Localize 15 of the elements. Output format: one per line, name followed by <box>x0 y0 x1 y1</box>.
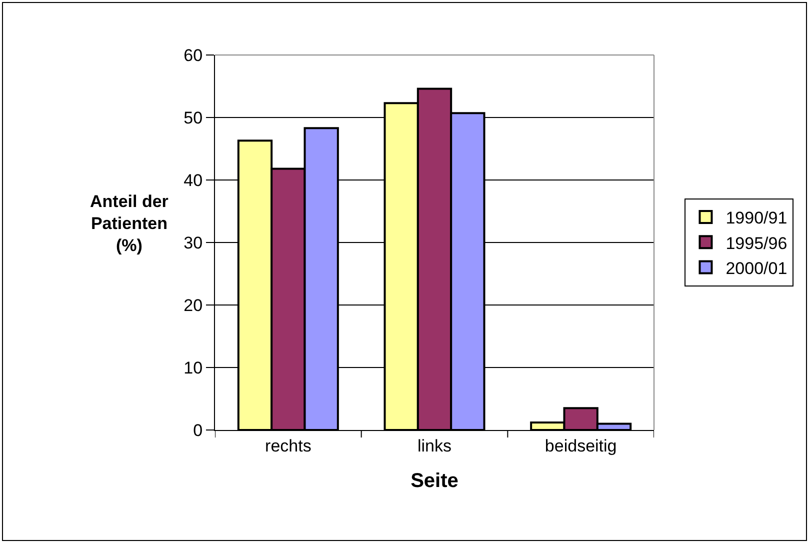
y-tick-label: 0 <box>193 420 203 440</box>
y-tick-label: 10 <box>184 358 203 378</box>
y-tick-label: 20 <box>184 296 203 315</box>
legend-label: 2000/01 <box>726 258 788 278</box>
y-tick-label: 40 <box>184 170 203 190</box>
legend-label: 1990/91 <box>726 208 788 228</box>
y-tick-label: 30 <box>184 233 203 252</box>
legend-label: 1995/96 <box>726 234 788 253</box>
x-tick-label: beidseitig <box>544 436 617 456</box>
x-tick-label: links <box>417 436 452 456</box>
x-axis-title: Seite <box>410 470 458 492</box>
y-tick-label: 50 <box>184 108 203 128</box>
x-tick-label: rechts <box>265 436 312 456</box>
y-tick-label: 60 <box>184 46 203 65</box>
y-axis-title: Anteil der Patienten (%) <box>90 192 169 256</box>
